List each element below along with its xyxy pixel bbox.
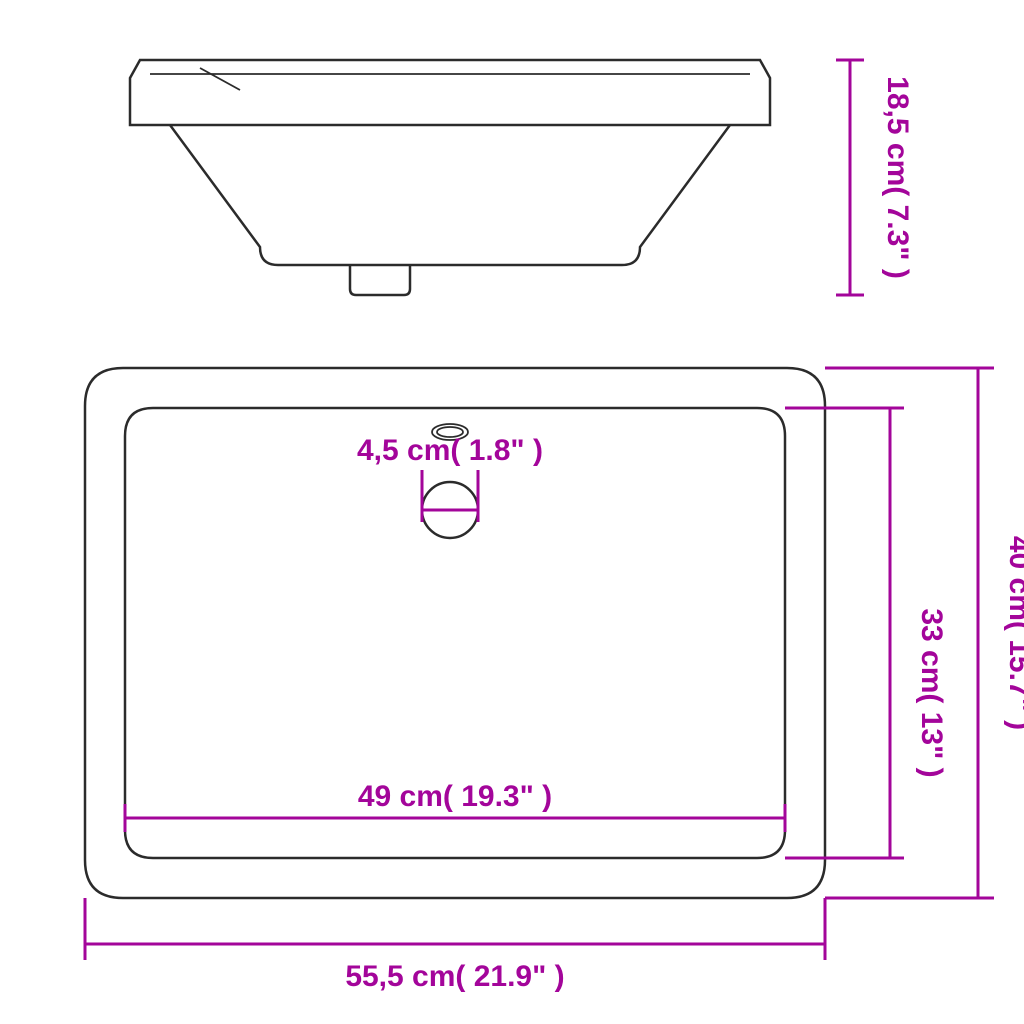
- dim-label-inner-depth: 33 cm( 13" ): [915, 608, 948, 777]
- dim-label-height-side: 18,5 cm( 7.3" ): [881, 76, 914, 279]
- dim-label-inner-width: 49 cm( 19.3" ): [358, 780, 552, 813]
- dim-label-drain-dia: 4,5 cm( 1.8" ): [357, 434, 543, 467]
- dim-label-outer-depth: 40 cm( 15.7" ): [1003, 536, 1024, 730]
- side-view-overflow-hint: [200, 68, 240, 90]
- side-view-drain: [350, 265, 410, 295]
- side-view-rim: [130, 60, 770, 125]
- side-view-basin: [170, 125, 730, 265]
- dim-label-outer-width: 55,5 cm( 21.9" ): [345, 960, 564, 993]
